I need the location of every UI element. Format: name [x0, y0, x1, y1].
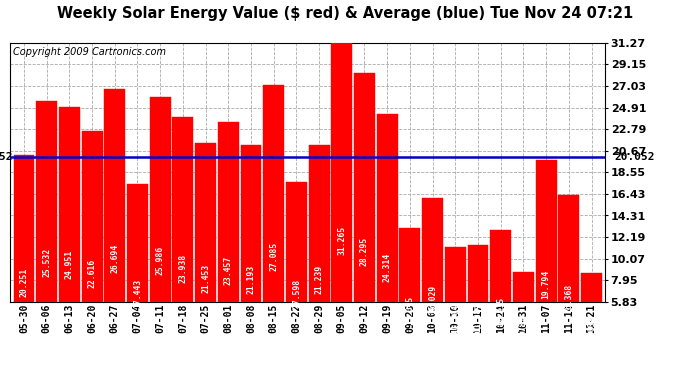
Text: 17.443: 17.443 [133, 279, 142, 308]
Text: 21.239: 21.239 [315, 264, 324, 294]
Text: 23.457: 23.457 [224, 256, 233, 285]
Bar [513, 272, 534, 361]
Text: 19.794: 19.794 [542, 270, 551, 299]
Bar [264, 86, 284, 361]
Bar [468, 245, 489, 361]
Bar [354, 73, 375, 361]
Bar [37, 101, 57, 361]
Bar [445, 247, 466, 361]
Text: 16.029: 16.029 [428, 285, 437, 314]
Text: 21.193: 21.193 [246, 265, 255, 294]
Text: 27.085: 27.085 [269, 242, 278, 271]
Text: 25.986: 25.986 [156, 246, 165, 275]
Bar [127, 184, 148, 361]
Bar [172, 117, 193, 361]
Bar [150, 97, 170, 361]
Text: 24.314: 24.314 [383, 252, 392, 282]
Text: 21.453: 21.453 [201, 264, 210, 293]
Bar [195, 143, 216, 361]
Text: 20.251: 20.251 [19, 268, 28, 297]
Text: 20.052: 20.052 [614, 152, 655, 162]
Bar [104, 89, 125, 361]
Bar [422, 198, 443, 361]
Bar [581, 273, 602, 361]
Bar [218, 122, 239, 361]
Text: 26.694: 26.694 [110, 243, 119, 273]
Bar [286, 182, 307, 361]
Bar [81, 131, 103, 361]
Bar [535, 160, 557, 361]
Bar [491, 230, 511, 361]
Text: 17.598: 17.598 [292, 279, 301, 308]
Bar [400, 228, 420, 361]
Text: 20.052: 20.052 [0, 152, 12, 162]
Text: 31.265: 31.265 [337, 226, 346, 255]
Text: 22.616: 22.616 [88, 259, 97, 288]
Bar [241, 146, 262, 361]
Bar [558, 195, 579, 361]
Text: 11.384: 11.384 [473, 303, 482, 332]
Bar [377, 114, 397, 361]
Text: Copyright 2009 Cartronics.com: Copyright 2009 Cartronics.com [13, 46, 166, 57]
Text: Weekly Solar Energy Value ($ red) & Average (blue) Tue Nov 24 07:21: Weekly Solar Energy Value ($ red) & Aver… [57, 6, 633, 21]
Text: 24.951: 24.951 [65, 250, 74, 279]
Bar [14, 155, 34, 361]
Text: 11.204: 11.204 [451, 303, 460, 333]
Text: 8.737: 8.737 [519, 315, 528, 340]
Text: 28.295: 28.295 [360, 237, 369, 266]
Text: 12.915: 12.915 [496, 297, 505, 326]
Text: 16.368: 16.368 [564, 283, 573, 312]
Bar [59, 107, 80, 361]
Text: 25.532: 25.532 [42, 248, 51, 277]
Bar [331, 43, 352, 361]
Text: 13.045: 13.045 [406, 296, 415, 326]
Bar [308, 145, 330, 361]
Text: 8.658: 8.658 [587, 315, 596, 340]
Text: 23.938: 23.938 [179, 254, 188, 283]
